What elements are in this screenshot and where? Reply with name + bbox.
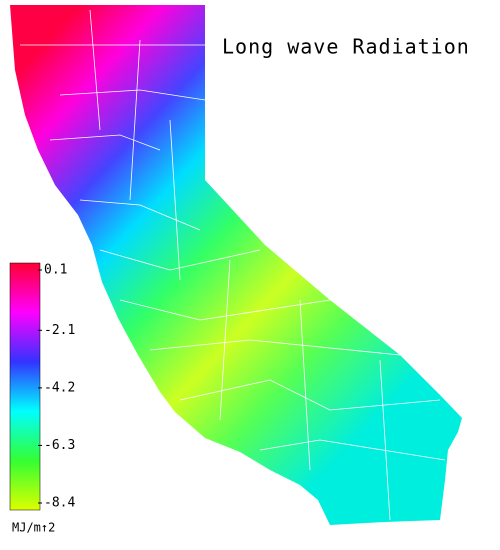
colorbar-unit: MJ/m↑2: [12, 521, 55, 535]
colorbar-tick-label: -2.1: [44, 323, 75, 338]
state-shape: [10, 5, 462, 525]
county-lines: [20, 9, 446, 521]
colorbar-tick-label: -6.3: [44, 438, 75, 453]
colorbar-tick-label: -8.4: [44, 496, 75, 511]
colorbar-tick-label: 0.1: [44, 263, 67, 278]
map-title: Long wave Radiation: [222, 35, 470, 59]
colorbar: [9, 262, 41, 511]
colorbar-tick-label: -4.2: [44, 380, 75, 395]
california-map: [10, 5, 462, 525]
